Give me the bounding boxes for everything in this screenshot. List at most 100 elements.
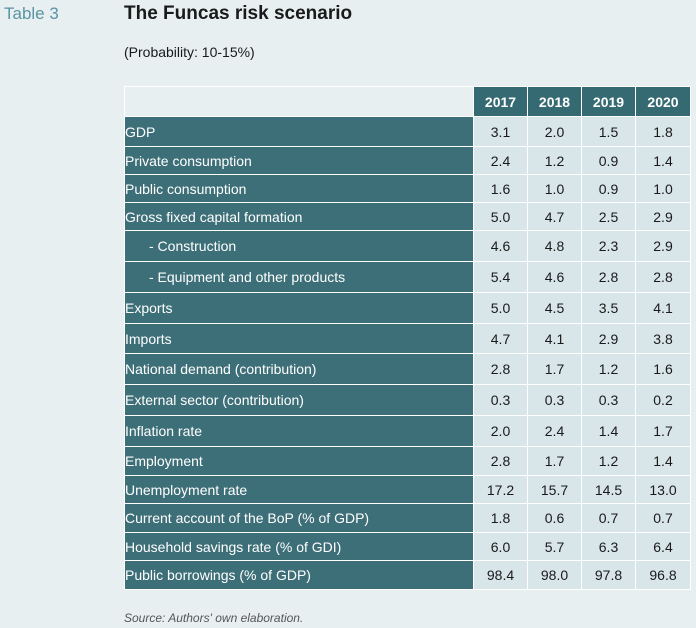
row-value: 1.8	[473, 503, 528, 533]
row-value: 0.2	[635, 384, 691, 416]
row-value: 2.4	[527, 415, 582, 447]
row-value: 1.0	[527, 174, 582, 203]
forecast-table: 2017 2018 2019 2020 GDP 3.1 2.0 1.5 1.8 …	[124, 86, 691, 590]
row-label: Private consumption	[124, 146, 474, 175]
row-value: 1.5	[581, 116, 636, 147]
source-note: Source: Authors' own elaboration.	[124, 611, 304, 625]
table-row: National demand (contribution) 2.8 1.7 1…	[124, 353, 691, 385]
row-value: 4.7	[473, 323, 528, 354]
row-value: 1.4	[581, 415, 636, 447]
row-value: 98.4	[473, 560, 528, 590]
row-value: 4.1	[635, 292, 691, 324]
row-value: 96.8	[635, 560, 691, 590]
row-value: 1.4	[635, 146, 691, 175]
row-value: 2.9	[635, 230, 691, 262]
row-value: 4.6	[473, 230, 528, 262]
year-header: 2018	[527, 86, 582, 117]
row-value: 0.7	[581, 503, 636, 533]
table-row: Private consumption 2.4 1.2 0.9 1.4	[124, 146, 691, 175]
row-value: 1.2	[527, 146, 582, 175]
row-value: 2.5	[581, 202, 636, 231]
row-value: 1.0	[635, 174, 691, 203]
row-label: Unemployment rate	[124, 475, 474, 504]
row-value: 15.7	[527, 475, 582, 504]
row-value: 5.0	[473, 292, 528, 324]
table-number-label: Table 3	[4, 4, 59, 23]
row-label: Imports	[124, 323, 474, 354]
table-row: Public consumption 1.6 1.0 0.9 1.0	[124, 174, 691, 203]
row-value: 5.0	[473, 202, 528, 231]
row-value: 14.5	[581, 475, 636, 504]
row-label: Public borrowings (% of GDP)	[124, 560, 474, 590]
row-value: 4.5	[527, 292, 582, 324]
row-value: 1.6	[473, 174, 528, 203]
row-value: 3.8	[635, 323, 691, 354]
row-label: Current account of the BoP (% of GDP)	[124, 503, 474, 533]
table-row: Unemployment rate 17.2 15.7 14.5 13.0	[124, 475, 691, 504]
row-value: 1.7	[527, 353, 582, 385]
row-value: 2.3	[581, 230, 636, 262]
row-value: 4.6	[527, 261, 582, 293]
row-value: 6.4	[635, 532, 691, 561]
row-label: - Construction	[124, 230, 474, 262]
row-value: 2.8	[473, 446, 528, 476]
row-label: Household savings rate (% of GDI)	[124, 532, 474, 561]
row-value: 1.7	[527, 446, 582, 476]
row-label: National demand (contribution)	[124, 353, 474, 385]
table-row: GDP 3.1 2.0 1.5 1.8	[124, 116, 691, 147]
row-value: 4.1	[527, 323, 582, 354]
year-header: 2019	[581, 86, 636, 117]
row-value: 0.3	[581, 384, 636, 416]
row-value: 3.1	[473, 116, 528, 147]
row-value: 0.7	[635, 503, 691, 533]
row-label: GDP	[124, 116, 474, 147]
row-value: 1.8	[635, 116, 691, 147]
row-value: 3.5	[581, 292, 636, 324]
row-value: 17.2	[473, 475, 528, 504]
row-value: 5.4	[473, 261, 528, 293]
table-row: - Equipment and other products 5.4 4.6 2…	[124, 261, 691, 293]
row-value: 4.8	[527, 230, 582, 262]
row-value: 0.9	[581, 146, 636, 175]
table-row: External sector (contribution) 0.3 0.3 0…	[124, 384, 691, 416]
row-value: 2.9	[581, 323, 636, 354]
row-value: 5.7	[527, 532, 582, 561]
row-value: 1.4	[635, 446, 691, 476]
table-row: Public borrowings (% of GDP) 98.4 98.0 9…	[124, 560, 691, 590]
row-value: 2.0	[473, 415, 528, 447]
row-value: 2.4	[473, 146, 528, 175]
row-value: 97.8	[581, 560, 636, 590]
table-row: Employment 2.8 1.7 1.2 1.4	[124, 446, 691, 476]
row-label: Inflation rate	[124, 415, 474, 447]
table-subtitle: (Probability: 10-15%)	[124, 44, 255, 60]
row-value: 4.7	[527, 202, 582, 231]
row-value: 2.9	[635, 202, 691, 231]
row-value: 2.8	[635, 261, 691, 293]
table-row: Imports 4.7 4.1 2.9 3.8	[124, 323, 691, 354]
row-value: 1.2	[581, 446, 636, 476]
row-value: 1.7	[635, 415, 691, 447]
row-value: 98.0	[527, 560, 582, 590]
table-row: Gross fixed capital formation 5.0 4.7 2.…	[124, 202, 691, 231]
row-value: 2.8	[581, 261, 636, 293]
row-value: 6.3	[581, 532, 636, 561]
row-label: External sector (contribution)	[124, 384, 474, 416]
row-value: 1.6	[635, 353, 691, 385]
year-header: 2017	[473, 86, 528, 117]
row-value: 13.0	[635, 475, 691, 504]
table-row: Inflation rate 2.0 2.4 1.4 1.7	[124, 415, 691, 447]
table-row: Exports 5.0 4.5 3.5 4.1	[124, 292, 691, 324]
row-value: 0.3	[473, 384, 528, 416]
row-value: 2.8	[473, 353, 528, 385]
row-value: 0.6	[527, 503, 582, 533]
row-label: Employment	[124, 446, 474, 476]
row-value: 0.9	[581, 174, 636, 203]
table-corner-cell	[124, 86, 474, 117]
row-value: 0.3	[527, 384, 582, 416]
row-value: 1.2	[581, 353, 636, 385]
table-row: Current account of the BoP (% of GDP) 1.…	[124, 503, 691, 533]
row-label: Gross fixed capital formation	[124, 202, 474, 231]
table-header-row: 2017 2018 2019 2020	[124, 86, 691, 117]
year-header: 2020	[635, 86, 691, 117]
row-label: - Equipment and other products	[124, 261, 474, 293]
